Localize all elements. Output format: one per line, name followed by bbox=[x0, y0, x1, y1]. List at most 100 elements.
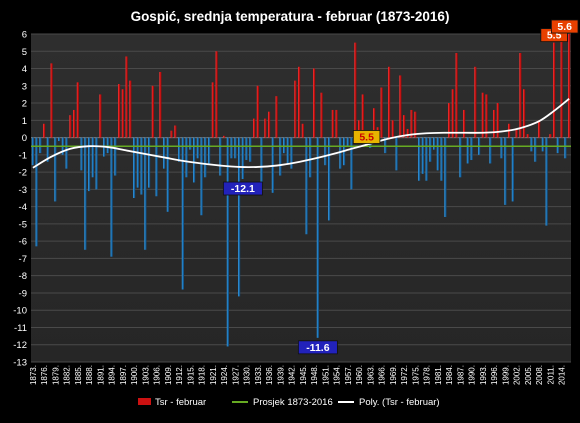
bar-1886 bbox=[80, 137, 83, 171]
x-tick-label: 1945. bbox=[299, 365, 308, 385]
bar-1905 bbox=[151, 85, 154, 138]
x-tick-label: 1912. bbox=[175, 365, 184, 385]
x-tick-label: 1987. bbox=[456, 365, 465, 385]
bar-1949 bbox=[316, 137, 319, 338]
annotation-2016: 5.6 bbox=[551, 19, 579, 34]
x-tick-label: 1975. bbox=[411, 365, 420, 385]
bar-1933 bbox=[256, 85, 259, 138]
bar-1995 bbox=[489, 137, 492, 164]
bar-1945 bbox=[301, 123, 304, 138]
legend-label-bars: Tsr - februar bbox=[155, 397, 206, 408]
bar-1888 bbox=[88, 137, 91, 192]
bar-1946 bbox=[305, 137, 308, 235]
x-tick-label: 1936. bbox=[265, 365, 274, 385]
x-tick-label: 1996. bbox=[490, 365, 499, 385]
bar-1960 bbox=[358, 120, 361, 138]
annotation-box bbox=[297, 340, 338, 355]
bar-1968 bbox=[388, 66, 391, 138]
bar-1877 bbox=[46, 137, 49, 162]
bar-1944 bbox=[298, 66, 301, 138]
bar-1900 bbox=[133, 137, 136, 198]
x-tick-label: 1888. bbox=[85, 365, 94, 385]
bar-1940 bbox=[283, 137, 286, 154]
y-tick-label: -2 bbox=[19, 168, 27, 179]
bar-1969 bbox=[391, 120, 394, 138]
bar-2005 bbox=[526, 134, 529, 138]
bar-1895 bbox=[114, 137, 117, 176]
bar-1916 bbox=[193, 137, 196, 183]
bar-2001 bbox=[511, 137, 514, 202]
x-tick-label: 1909. bbox=[164, 365, 173, 385]
bar-1979 bbox=[429, 137, 432, 162]
bar-1902 bbox=[140, 137, 143, 195]
x-tick-label: 1879. bbox=[51, 365, 60, 385]
bar-1950 bbox=[320, 92, 323, 138]
bar-1991 bbox=[474, 66, 477, 138]
bar-1875 bbox=[39, 137, 42, 154]
line-series bbox=[31, 98, 571, 169]
bar-1922 bbox=[215, 51, 218, 138]
bar-2008 bbox=[538, 120, 541, 138]
x-tick-label: 1873. bbox=[29, 365, 38, 385]
bar-1920 bbox=[208, 137, 211, 164]
bar-1988 bbox=[463, 109, 466, 138]
annotation-1962: 5.5 bbox=[352, 130, 381, 144]
x-tick-label: 1918. bbox=[198, 365, 207, 385]
x-tick-label: 2005. bbox=[524, 365, 533, 385]
bar-1993 bbox=[481, 92, 484, 138]
bar-1914 bbox=[185, 137, 188, 178]
bar-1878 bbox=[50, 63, 53, 138]
gridlines bbox=[31, 33, 571, 363]
bar-1893 bbox=[106, 137, 109, 154]
bar-1925 bbox=[226, 137, 229, 347]
y-tick-label: -6 bbox=[19, 237, 27, 248]
bar-1898 bbox=[125, 56, 128, 138]
y-tick-label: 1 bbox=[22, 116, 27, 127]
legend: Tsr - februar Prosjek 1873-2016 Poly. (T… bbox=[138, 397, 440, 408]
bar-1957 bbox=[346, 137, 349, 147]
x-tick-label: 1876. bbox=[40, 365, 49, 385]
x-tick-label: 2014. bbox=[558, 365, 567, 385]
y-axis-tick-labels: 6 5 4 3 2 1 0 -1 -2 -3 -4 -5 -6 -7 -8 -9 -10 -11 -12 -13 bbox=[13, 30, 27, 369]
x-tick-label: 1948. bbox=[310, 365, 319, 385]
bar-1972 bbox=[403, 115, 406, 138]
y-tick-label: -13 bbox=[13, 358, 27, 369]
bar-1906 bbox=[155, 137, 158, 197]
bar-2006 bbox=[530, 137, 533, 152]
bar-1938 bbox=[275, 96, 278, 138]
bar-1934 bbox=[260, 137, 263, 192]
bar-1915 bbox=[189, 137, 192, 150]
x-tick-label: 1891. bbox=[96, 365, 105, 385]
x-tick-label: 1915. bbox=[186, 365, 195, 385]
bar-1919 bbox=[204, 137, 207, 178]
bar-1994 bbox=[485, 94, 488, 138]
bar-1887 bbox=[84, 137, 87, 250]
y-tick-label: -12 bbox=[13, 340, 27, 351]
x-tick-label: 1942. bbox=[288, 365, 297, 385]
x-tick-label: 1927. bbox=[231, 365, 240, 385]
bar-1975 bbox=[414, 111, 417, 138]
x-tick-label: 1933. bbox=[254, 365, 263, 385]
bar-2004 bbox=[523, 89, 526, 138]
bar-1983 bbox=[444, 137, 447, 217]
legend-label-trend: Poly. (Tsr - februar) bbox=[359, 397, 440, 408]
y-tick-label: 3 bbox=[22, 81, 27, 92]
bar-1913 bbox=[181, 137, 184, 290]
x-tick-label: 1924. bbox=[220, 365, 229, 385]
bar-1908 bbox=[163, 137, 166, 169]
bar-1987 bbox=[459, 137, 462, 178]
y-tick-label: 6 bbox=[22, 30, 27, 41]
bar-2016 bbox=[568, 34, 571, 138]
chart-title: Gospić, srednja temperatura - februar (1… bbox=[131, 9, 450, 24]
bar-2010 bbox=[545, 137, 548, 226]
bar-1997 bbox=[496, 103, 499, 138]
x-tick-label: 1951. bbox=[321, 365, 330, 385]
bar-1996 bbox=[493, 109, 496, 138]
y-tick-label: 5 bbox=[22, 47, 27, 58]
temperature-bars bbox=[31, 34, 571, 347]
bar-1885 bbox=[76, 82, 79, 138]
bar-1930 bbox=[245, 137, 248, 161]
bar-1926 bbox=[230, 137, 233, 159]
bar-1910 bbox=[170, 130, 173, 138]
